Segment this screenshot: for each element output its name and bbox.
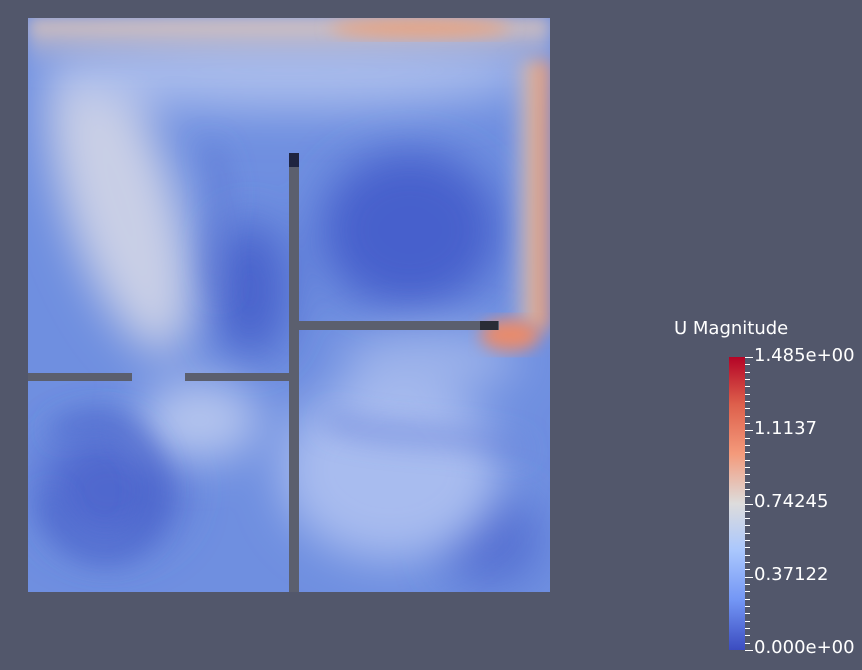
color-bar-minor-tick xyxy=(745,547,750,548)
legend-label-2: 0.74245 xyxy=(754,491,829,512)
legend-label-max: 1.485e+00 xyxy=(754,345,855,366)
color-bar-major-tick xyxy=(745,504,753,505)
color-bar-minor-tick xyxy=(745,445,750,446)
color-bar-minor-tick xyxy=(745,511,750,512)
color-bar-minor-tick xyxy=(745,372,750,373)
color-bar-minor-tick xyxy=(745,628,750,629)
color-bar-minor-tick xyxy=(745,394,750,395)
color-bar-minor-tick xyxy=(745,386,750,387)
color-bar-minor-tick xyxy=(745,364,750,365)
color-bar-minor-tick xyxy=(745,540,750,541)
color-bar-minor-tick xyxy=(745,518,750,519)
color-bar-minor-tick xyxy=(745,416,750,417)
legend-title: U Magnitude xyxy=(674,318,789,339)
color-bar-minor-tick xyxy=(745,599,750,600)
color-bar-minor-tick xyxy=(745,489,750,490)
color-bar-minor-tick xyxy=(745,525,750,526)
color-bar-major-tick xyxy=(745,577,753,578)
color-bar-minor-tick xyxy=(745,423,750,424)
color-bar-minor-tick xyxy=(745,467,750,468)
color-bar-minor-tick xyxy=(745,408,750,409)
flow-domain xyxy=(28,18,550,592)
color-bar-minor-tick xyxy=(745,643,750,644)
color-bar-minor-tick xyxy=(745,591,750,592)
color-bar xyxy=(729,357,745,650)
color-bar-minor-tick xyxy=(745,569,750,570)
color-bar-major-tick xyxy=(745,357,753,358)
color-bar-minor-tick xyxy=(745,460,750,461)
color-bar-minor-tick xyxy=(745,474,750,475)
walls xyxy=(28,153,499,592)
color-bar-minor-tick xyxy=(745,613,750,614)
color-bar-minor-tick xyxy=(745,482,750,483)
color-bar-minor-tick xyxy=(745,621,750,622)
color-bar-minor-tick xyxy=(745,401,750,402)
color-bar-minor-tick xyxy=(745,379,750,380)
color-bar-minor-tick xyxy=(745,533,750,534)
color-bar-minor-tick xyxy=(745,562,750,563)
legend-label-1: 1.1137 xyxy=(754,418,817,439)
color-bar-minor-tick xyxy=(745,452,750,453)
color-bar-minor-tick xyxy=(745,496,750,497)
legend-label-min: 0.000e+00 xyxy=(754,637,855,658)
color-bar-major-tick xyxy=(745,430,753,431)
color-bar-minor-tick xyxy=(745,555,750,556)
legend-label-3: 0.37122 xyxy=(754,564,829,585)
color-bar-minor-tick xyxy=(745,606,750,607)
color-bar-minor-tick xyxy=(745,438,750,439)
color-bar-minor-tick xyxy=(745,584,750,585)
color-bar-major-tick xyxy=(745,650,753,651)
color-bar-minor-tick xyxy=(745,635,750,636)
